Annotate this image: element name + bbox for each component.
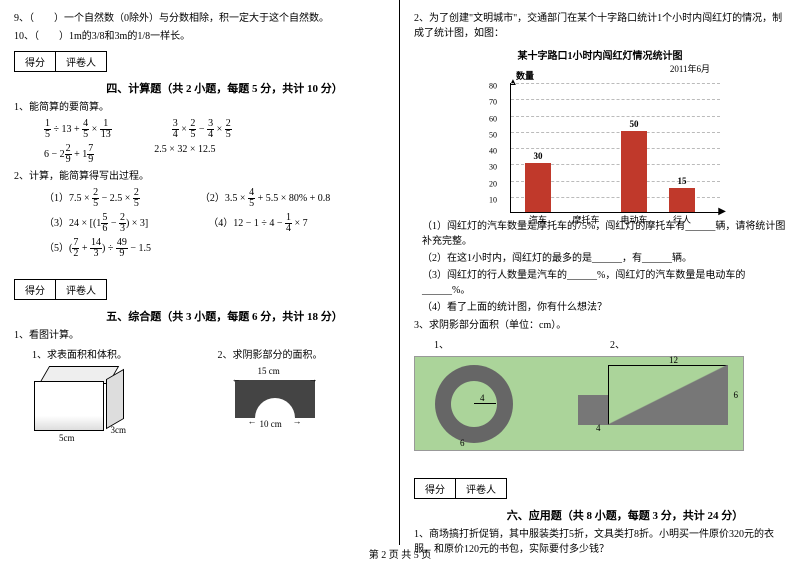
section-4-title: 四、计算题（共 2 小题，每题 5 分，共计 10 分） xyxy=(64,80,385,96)
comp1-1: 1、求表面积和体积。 xyxy=(32,346,200,361)
x-arrow-icon: ▶ xyxy=(718,206,726,217)
fig2-label: 2、 xyxy=(610,336,625,351)
math-row-3: （1）7.5 × 25 − 2.5 × 25 （2）3.5 × 45 + 5.5… xyxy=(44,188,385,209)
cuboid-figure: 5cm 3cm xyxy=(34,366,124,431)
grader-label: 评卷人 xyxy=(56,52,106,71)
page-footer: 第 2 页 共 5 页 xyxy=(0,546,800,561)
score-label-5: 得分 xyxy=(15,280,56,299)
section-5-title: 五、综合题（共 3 小题，每题 6 分，共计 18 分） xyxy=(64,308,385,324)
chart-title: 某十字路口1小时内闯红灯情况统计图 xyxy=(480,47,720,62)
box-height: 3cm xyxy=(111,425,127,435)
question-10: 10、（ ）1m的3/8和3m的1/8一样长。 xyxy=(14,29,385,44)
math-row-4: （3）24 × [(156 − 23) × 3] （4）12 − 1 ÷ 4 −… xyxy=(44,213,385,234)
tri-side: 4 xyxy=(596,423,601,433)
score-box-5: 得分 评卷人 xyxy=(14,279,107,300)
question-9: 9、（ ）一个自然数（0除外）与分数相除，积一定大于这个自然数。 xyxy=(14,11,385,26)
circle-radius: 4 xyxy=(480,393,485,403)
circle-diameter: 6 xyxy=(460,438,465,448)
box-width: 5cm xyxy=(59,433,75,443)
grader-label-5: 评卷人 xyxy=(56,280,106,299)
shaded-figures: 4 6 12 6 4 xyxy=(414,356,744,451)
comp1: 1、看图计算。 xyxy=(14,328,385,343)
r-q2-intro: 2、为了创建"文明城市"，交通部门在某个十字路口统计1个小时内闯红灯的情况，制成… xyxy=(414,11,786,41)
grader-label-6: 评卷人 xyxy=(456,479,506,498)
arch-figure: 15 cm 10 cm ← → ← → xyxy=(220,366,330,426)
tri-width: 12 xyxy=(669,355,678,365)
chart-ylabel: 数量 xyxy=(516,69,534,82)
fig1-label: 1、 xyxy=(434,336,610,351)
sub-q2: （2）在这1小时内，闯红灯的最多的是______，有______辆。 xyxy=(422,251,786,266)
math-row-2: 6 − 229 + 179 2.5 × 32 × 12.5 xyxy=(44,144,385,165)
chart-date: 2011年6月 xyxy=(480,62,710,75)
r-q3: 3、求阴影部分面积（单位：cm）。 xyxy=(414,318,786,333)
score-box-4: 得分 评卷人 xyxy=(14,51,107,72)
arch-top-label: 15 cm xyxy=(258,366,280,376)
math-row-5: （5）(72 + 143) ÷ 499 − 1.5 xyxy=(44,238,385,259)
score-label-6: 得分 xyxy=(415,479,456,498)
comp1-2: 2、求阴影部分的面积。 xyxy=(218,346,386,361)
arch-bottom-label: 10 cm xyxy=(260,419,282,429)
calc1-title: 1、能简算的要简算。 xyxy=(14,100,385,115)
score-box-6: 得分 评卷人 xyxy=(414,478,507,499)
math-row-1: 15 ÷ 13 + 45 × 113 34 × 25 − 34 × 25 xyxy=(44,119,385,140)
section-6-title: 六、应用题（共 8 小题，每题 3 分，共计 24 分） xyxy=(464,507,786,523)
calc2-title: 2、计算，能简算得写出过程。 xyxy=(14,169,385,184)
score-label: 得分 xyxy=(15,52,56,71)
traffic-chart: 某十字路口1小时内闯红灯情况统计图 2011年6月 数量 ▲ ▶ 1020304… xyxy=(480,47,720,213)
sub-q4: （4）看了上面的统计图，你有什么想法？ xyxy=(422,300,786,315)
tri-height: 6 xyxy=(734,390,739,400)
sub-q3: （3）闯红灯的行人数量是汽车的______%，闯红灯的汽车数量是电动车的____… xyxy=(422,268,786,298)
